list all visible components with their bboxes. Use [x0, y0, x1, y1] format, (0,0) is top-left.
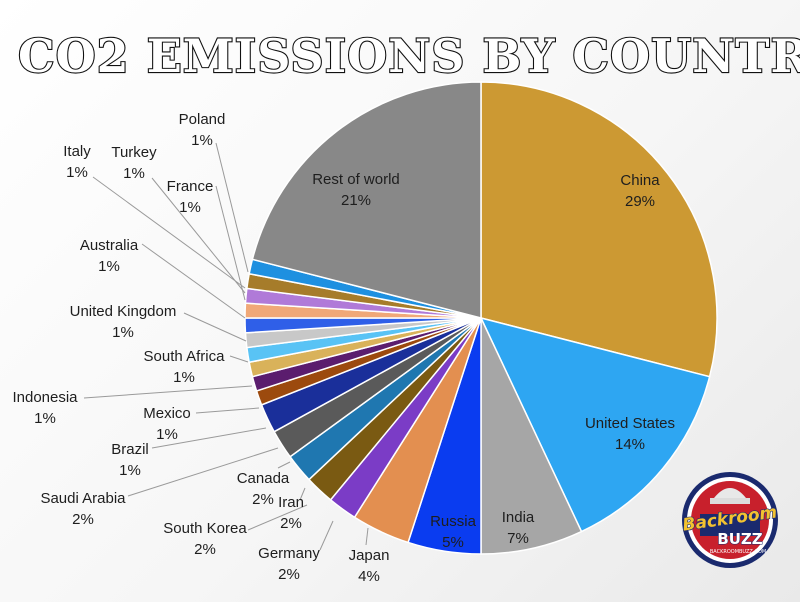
label-turkey: Turkey: [111, 144, 157, 161]
label-canada: Canada: [237, 470, 290, 487]
leader-lines: [83, 142, 369, 551]
value-australia: 1%: [98, 258, 120, 275]
label-saudi-arabia: Saudi Arabia: [40, 490, 126, 507]
capitol-dome-icon: [714, 488, 746, 498]
logo-text-buzz: BUZZ: [717, 530, 762, 548]
label-australia: Australia: [80, 237, 139, 254]
leader-germany: [319, 520, 334, 551]
value-poland: 1%: [191, 132, 213, 149]
label-india: India: [502, 509, 535, 526]
label-rest-of-world: Rest of world: [312, 171, 400, 188]
leader-canada: [277, 461, 291, 469]
value-japan: 4%: [358, 568, 380, 585]
slice-rest-of-world: [251, 81, 482, 319]
value-rest-of-world: 21%: [341, 192, 371, 209]
value-mexico: 1%: [156, 426, 178, 443]
label-south-africa: South Africa: [144, 348, 226, 365]
leader-italy: [92, 176, 246, 289]
value-iran: 2%: [280, 515, 302, 532]
value-italy: 1%: [66, 164, 88, 181]
label-poland: Poland: [179, 111, 226, 128]
leader-iran: [299, 487, 306, 501]
value-india: 7%: [507, 530, 529, 547]
leader-south-africa: [229, 355, 249, 363]
leader-united-kingdom: [183, 312, 247, 342]
logo-banner: [700, 514, 760, 536]
leader-japan: [365, 527, 369, 546]
label-china: China: [620, 172, 660, 189]
label-south-korea: South Korea: [163, 520, 247, 537]
label-iran: Iran: [278, 494, 304, 511]
value-france: 1%: [179, 199, 201, 216]
value-germany: 2%: [278, 566, 300, 583]
leader-brazil: [151, 427, 267, 449]
leader-saudi-arabia: [127, 447, 279, 497]
slice-labels: China 29% United States 14% India 7% Russia 5% J…: [12, 111, 675, 585]
label-indonesia: Indonesia: [12, 389, 78, 406]
value-united-states: 14%: [615, 436, 645, 453]
pie-slices: [244, 81, 718, 555]
value-south-africa: 1%: [173, 369, 195, 386]
label-japan: Japan: [349, 547, 390, 564]
chart-title: CO2 EMISSIONS BY COUNTRY: [18, 29, 800, 83]
leader-poland: [215, 142, 249, 273]
label-united-kingdom: United Kingdom: [70, 303, 177, 320]
capitol-base-icon: [710, 498, 750, 504]
leader-france: [215, 185, 246, 301]
value-indonesia: 1%: [34, 410, 56, 427]
label-brazil: Brazil: [111, 441, 149, 458]
value-canada: 2%: [252, 491, 274, 508]
slice-united-states: [479, 316, 711, 533]
leader-turkey: [151, 177, 246, 294]
value-brazil: 1%: [119, 462, 141, 479]
leader-south-korea: [247, 504, 308, 531]
logo-text-site: BACKROOMBUZZ.COM: [710, 549, 766, 555]
backroom-buzz-logo: Backroom BUZZ BACKROOMBUZZ.COM: [681, 472, 779, 568]
label-germany: Germany: [258, 545, 320, 562]
value-russia: 5%: [442, 534, 464, 551]
value-united-kingdom: 1%: [112, 324, 134, 341]
value-saudi-arabia: 2%: [72, 511, 94, 528]
value-south-korea: 2%: [194, 541, 216, 558]
label-russia: Russia: [430, 513, 477, 530]
label-italy: Italy: [63, 143, 91, 160]
label-united-states: United States: [585, 415, 675, 432]
value-china: 29%: [625, 193, 655, 210]
value-turkey: 1%: [123, 165, 145, 182]
slice-china: [480, 81, 718, 378]
label-france: France: [167, 178, 214, 195]
label-mexico: Mexico: [143, 405, 191, 422]
leader-australia: [141, 243, 246, 319]
leader-mexico: [195, 407, 260, 414]
leader-indonesia: [83, 385, 253, 399]
slice-india: [480, 317, 583, 555]
